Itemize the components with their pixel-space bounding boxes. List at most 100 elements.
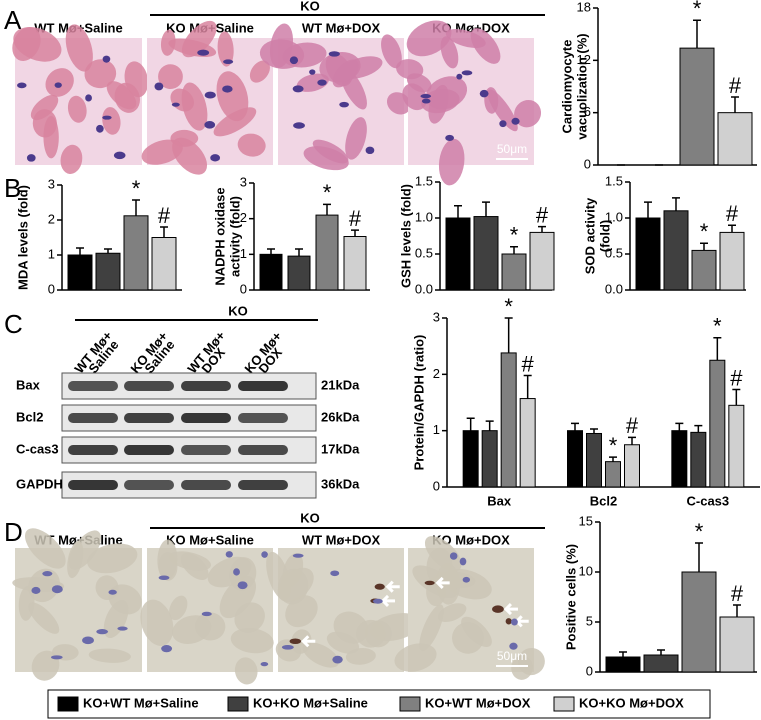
y-tick-label: 3 bbox=[48, 176, 55, 191]
bar bbox=[501, 253, 527, 291]
band bbox=[181, 480, 231, 490]
image-label: WT Mø+DOX bbox=[302, 20, 381, 35]
cell bbox=[141, 139, 183, 165]
error-bar bbox=[104, 248, 112, 254]
micrograph bbox=[396, 20, 542, 186]
band bbox=[124, 445, 174, 455]
y-axis-label: GSH levels (fold) bbox=[398, 184, 413, 288]
nucleus bbox=[108, 589, 117, 595]
nucleus bbox=[197, 49, 210, 56]
bar bbox=[259, 253, 283, 291]
error-bar bbox=[510, 246, 518, 254]
bar bbox=[343, 236, 367, 291]
y-axis-label: activity (fold) bbox=[227, 196, 242, 277]
legend-label: KO+WT Mø+DOX bbox=[425, 695, 531, 710]
bar bbox=[462, 430, 479, 488]
y-tick-label: 0 bbox=[240, 281, 247, 296]
protein-label: Bcl2 bbox=[16, 409, 43, 424]
cell bbox=[84, 59, 117, 89]
error-bar bbox=[76, 247, 84, 255]
panel-letter: D bbox=[4, 517, 23, 547]
band bbox=[124, 480, 174, 490]
y-tick-label: 1 bbox=[240, 246, 247, 261]
cell bbox=[487, 89, 518, 132]
bar bbox=[719, 616, 755, 673]
band bbox=[181, 413, 231, 423]
nucleus bbox=[289, 56, 299, 65]
cell bbox=[440, 36, 459, 69]
nucleus bbox=[421, 98, 431, 104]
nucleus bbox=[456, 73, 463, 80]
bar bbox=[605, 656, 641, 673]
error-bar bbox=[732, 388, 741, 406]
cell bbox=[296, 73, 329, 92]
micrograph bbox=[140, 539, 274, 685]
cell bbox=[426, 547, 453, 586]
nucleus bbox=[96, 629, 109, 635]
significance: * bbox=[693, 0, 702, 21]
size-label: 17kDa bbox=[321, 441, 360, 456]
error-bar bbox=[619, 651, 627, 657]
error-bar bbox=[538, 225, 546, 233]
bar bbox=[586, 432, 602, 488]
bar bbox=[605, 461, 621, 488]
significance: # bbox=[522, 351, 535, 376]
error-bar bbox=[644, 201, 652, 218]
nucleus bbox=[459, 557, 467, 566]
y-axis-label: SOD activity bbox=[582, 197, 597, 274]
error-bar bbox=[590, 428, 598, 434]
error-bar bbox=[672, 197, 680, 211]
bar bbox=[681, 571, 717, 673]
cell bbox=[158, 64, 183, 90]
error-bar bbox=[728, 224, 736, 233]
cell bbox=[421, 89, 460, 114]
significance: * bbox=[323, 180, 332, 205]
nucleus bbox=[223, 59, 234, 65]
y-tick-label: 2 bbox=[240, 210, 247, 225]
y-tick-label: 0 bbox=[586, 663, 593, 678]
nucleus bbox=[17, 82, 27, 89]
nucleus bbox=[161, 645, 173, 653]
nucleus bbox=[201, 611, 212, 617]
cell bbox=[65, 24, 93, 72]
nucleus bbox=[237, 581, 248, 590]
significance: # bbox=[731, 581, 744, 606]
y-tick-label: 0 bbox=[48, 281, 55, 296]
micrograph bbox=[394, 536, 545, 680]
band bbox=[68, 445, 118, 455]
bar bbox=[473, 216, 499, 291]
legend-label: KO+KO Mø+DOX bbox=[579, 695, 684, 710]
error-bar bbox=[523, 374, 532, 399]
cell bbox=[230, 628, 274, 654]
y-tick-label: 6 bbox=[584, 104, 591, 119]
nucleus bbox=[511, 618, 518, 626]
legend-swatch bbox=[553, 696, 575, 712]
nucleus bbox=[309, 69, 316, 75]
y-tick-label: 0.0 bbox=[605, 281, 623, 296]
cell bbox=[303, 146, 349, 171]
scale-label: 50μm bbox=[497, 649, 527, 663]
y-tick-label: 1.5 bbox=[415, 173, 433, 188]
bar bbox=[719, 231, 745, 291]
nucleus bbox=[42, 571, 53, 577]
error-bar bbox=[323, 203, 331, 216]
cell bbox=[67, 95, 87, 123]
y-axis-label: Positive cells (%) bbox=[563, 544, 578, 650]
error-bar bbox=[571, 422, 579, 431]
y-tick-label: 15 bbox=[579, 513, 593, 528]
y-tick-label: 1 bbox=[48, 246, 55, 261]
nucleus bbox=[171, 102, 180, 107]
y-axis-label: NADPH oxidase bbox=[212, 187, 227, 285]
bar bbox=[481, 430, 498, 488]
error-bar bbox=[132, 199, 140, 216]
error-bar bbox=[731, 96, 739, 113]
cell bbox=[381, 34, 402, 69]
cell bbox=[514, 99, 542, 128]
y-tick-label: 1.0 bbox=[605, 209, 623, 224]
band bbox=[238, 445, 288, 455]
nucleus bbox=[499, 120, 507, 128]
y-tick-label: 10 bbox=[579, 563, 593, 578]
nucleus bbox=[332, 655, 343, 664]
band bbox=[124, 381, 174, 391]
y-tick-label: 1.0 bbox=[415, 209, 433, 224]
